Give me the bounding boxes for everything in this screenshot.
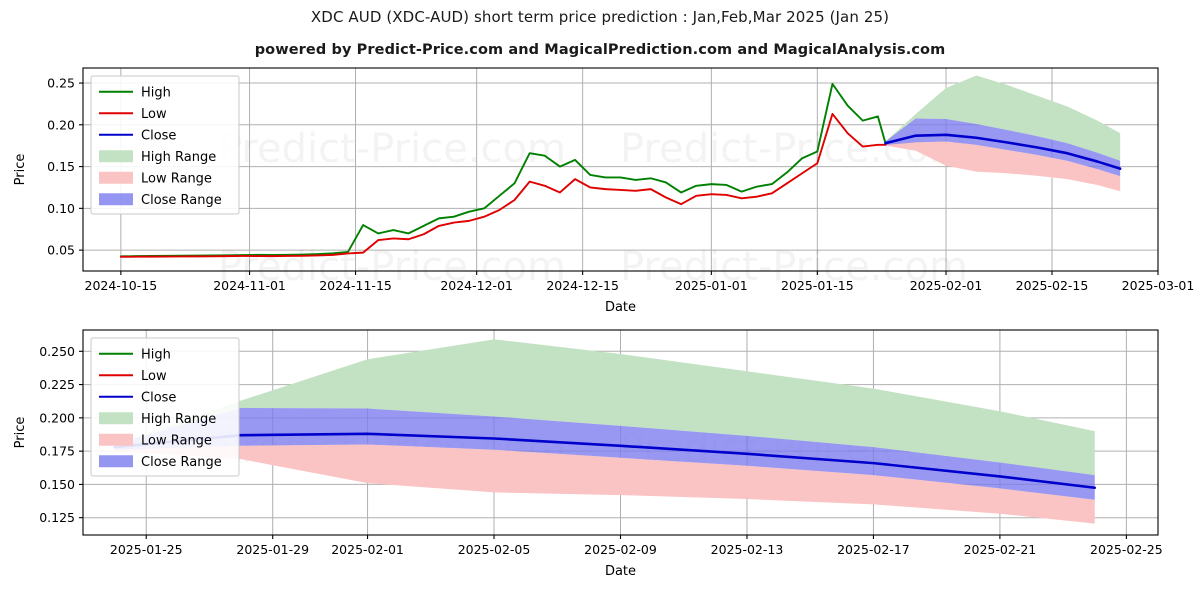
y-tick-label: 0.250	[39, 344, 75, 359]
bottom-forecast-chart: Predict-Price.comPredict-Price.com0.1250…	[13, 329, 1163, 579]
axes: 0.125 0.150 0.175 0.200 0.225 0.250 2025-01-25…	[13, 344, 1163, 579]
close-range-band	[114, 407, 1095, 500]
y-tick-label: 0.15	[47, 159, 75, 174]
series-lines	[119, 82, 1122, 258]
x-tick-label: 2025-02-15	[1016, 278, 1089, 293]
x-tick-label: 2025-02-01	[331, 542, 404, 557]
x-tick-label: 2025-01-01	[675, 278, 748, 293]
legend-patch-swatch	[99, 455, 133, 468]
legend-item-label: High	[141, 85, 171, 100]
x-tick-label: 2025-02-01	[910, 278, 983, 293]
y-tick-label: 0.150	[39, 477, 75, 492]
close-series-line	[884, 133, 1122, 170]
x-tick-label: 2024-12-15	[546, 278, 619, 293]
low-series-line	[119, 112, 887, 258]
x-tick-label: 2025-02-05	[458, 542, 531, 557]
x-tick-label: 2025-01-29	[236, 542, 309, 557]
legend-item-label: High Range	[141, 412, 216, 427]
legend-item-label: Close	[141, 390, 176, 405]
forecast-bands	[885, 75, 1121, 192]
legend-patch-swatch	[99, 193, 133, 206]
y-tick-label: 0.200	[39, 410, 75, 425]
legend-item-label: Low	[141, 107, 167, 122]
axes: 0.05 0.10 0.15 0.20 0.25 2024-10-15 2024-11-01…	[13, 76, 1194, 312]
x-tick-label: 2024-10-15	[85, 278, 158, 293]
forecast-bands	[114, 339, 1095, 524]
page-title: XDC AUD (XDC-AUD) short term price predi…	[310, 8, 890, 26]
x-tick-label: 2025-02-09	[584, 542, 657, 557]
page-subtitle: powered by Predict-Price.com and Magical…	[254, 42, 946, 58]
x-tick-label: 2024-12-01	[440, 278, 513, 293]
y-tick-label: 0.25	[47, 76, 75, 91]
legend-item-label: Close Range	[141, 193, 222, 208]
legend-item-label: High Range	[141, 150, 216, 165]
legend-item-label: Low Range	[141, 171, 212, 186]
top-price-chart: Predict-Price.com Predict-Price.com Predic…	[13, 67, 1194, 312]
y-tick-label: 0.10	[47, 201, 75, 216]
watermark-text: Predict-Price.com	[218, 244, 566, 290]
legend-item-label: Close	[141, 128, 176, 143]
plot-border	[82, 67, 1159, 272]
legend-item-label: High	[141, 347, 171, 362]
high-series-line	[119, 82, 887, 258]
high-range-band	[114, 339, 1095, 476]
chart-legend: High Low Close High Range Low Range Close Ran…	[90, 75, 240, 215]
legend-patch-swatch	[99, 171, 133, 184]
x-tick-label: 2025-01-15	[781, 278, 854, 293]
low-range-band	[885, 141, 1121, 192]
x-tick-label: 2025-02-13	[711, 542, 784, 557]
x-axis-label: Date	[605, 564, 636, 579]
x-tick-label: 2025-02-21	[964, 542, 1037, 557]
close-series-line	[113, 432, 1097, 490]
high-range-band	[885, 75, 1121, 161]
chart-legend: High Low Close High Range Low Range Close Ran…	[90, 337, 240, 477]
legend-patch-swatch	[99, 412, 133, 425]
watermark-text: Predict-Price.com	[620, 244, 968, 290]
x-tick-label: 2025-03-01	[1122, 278, 1195, 293]
y-axis-label: Price	[13, 417, 28, 449]
low-range-band	[114, 444, 1095, 524]
series-lines	[113, 432, 1097, 490]
legend-patch-swatch	[99, 150, 133, 163]
legend-item-label: Low	[141, 369, 167, 384]
x-tick-label: 2024-11-01	[213, 278, 286, 293]
legend-patch-swatch	[99, 433, 133, 446]
y-tick-label: 0.225	[39, 377, 75, 392]
x-tick-label: 2025-02-25	[1090, 542, 1163, 557]
x-axis-label: Date	[605, 300, 636, 312]
close-range-band	[885, 118, 1121, 177]
y-tick-label: 0.175	[39, 444, 75, 459]
x-tick-label: 2025-02-17	[837, 542, 910, 557]
legend-item-label: Low Range	[141, 433, 212, 448]
y-tick-label: 0.20	[47, 117, 75, 132]
legend-item-label: Close Range	[141, 455, 222, 470]
y-tick-label: 0.05	[47, 243, 75, 258]
x-tick-label: 2024-11-15	[319, 278, 392, 293]
watermark-text: Predict-Price.com	[218, 126, 566, 172]
y-tick-label: 0.125	[39, 510, 75, 525]
x-tick-label: 2025-01-25	[110, 542, 183, 557]
y-axis-label: Price	[13, 154, 28, 186]
